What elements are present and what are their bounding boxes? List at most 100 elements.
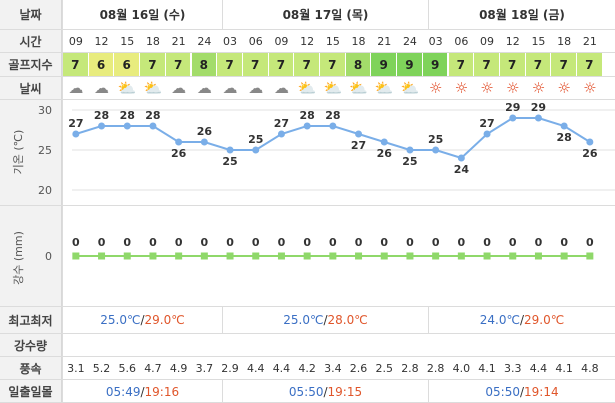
day-3-sunrise: 05:50 bbox=[485, 384, 520, 399]
golf-index-cell: 7 bbox=[242, 53, 269, 76]
rain-data-label: 0 bbox=[535, 236, 543, 249]
temp-point bbox=[277, 130, 285, 138]
temp-data-label: 26 bbox=[377, 147, 393, 160]
rain-data-label: 0 bbox=[432, 236, 440, 249]
temp-data-label: 25 bbox=[402, 155, 417, 168]
row-label-time: 시간 bbox=[0, 30, 62, 52]
sun-icon: ☼ bbox=[480, 78, 494, 97]
rain-data-label: 0 bbox=[329, 236, 337, 249]
wind-cell: 3.3 bbox=[503, 361, 522, 375]
rain-data-label: 0 bbox=[278, 236, 286, 249]
temp-point bbox=[200, 138, 208, 146]
golf-index-cell: 7 bbox=[474, 53, 500, 76]
golf-index-cell: 7 bbox=[217, 53, 243, 76]
rain-point bbox=[432, 252, 440, 260]
temp-data-label: 29 bbox=[505, 101, 520, 114]
wind-cell: 4.2 bbox=[298, 361, 316, 375]
hilo-separator: / bbox=[323, 313, 328, 327]
rain-data-label: 0 bbox=[303, 236, 311, 249]
temp-point bbox=[457, 154, 465, 162]
time-cell: 12 bbox=[94, 34, 109, 48]
day-2-max: 28.0℃ bbox=[327, 313, 368, 327]
rain-point bbox=[355, 252, 363, 260]
temp-point bbox=[98, 122, 106, 130]
wind-cell: 2.5 bbox=[375, 361, 393, 375]
rain-point bbox=[226, 252, 234, 260]
rain-data-label: 0 bbox=[98, 236, 106, 249]
wind-cell: 4.7 bbox=[144, 361, 162, 375]
time-cell: 03 bbox=[223, 34, 238, 48]
rain-point bbox=[560, 252, 568, 260]
rain-point bbox=[149, 252, 157, 260]
temp-data-label: 25 bbox=[428, 133, 443, 146]
partly-sunny-icon: ⛅ bbox=[323, 78, 343, 97]
temp-point bbox=[123, 122, 131, 130]
wind-cell: 3.4 bbox=[324, 361, 342, 375]
wind-cell: 4.4 bbox=[529, 361, 548, 375]
rain-data-label: 0 bbox=[406, 236, 414, 249]
time-cell: 21 bbox=[582, 34, 597, 48]
day-2-sunset: 19:15 bbox=[327, 384, 363, 399]
time-cell: 12 bbox=[300, 34, 315, 48]
rain-data-label: 0 bbox=[380, 236, 388, 249]
day-2-sun: 05:50/19:15 bbox=[223, 380, 428, 403]
temperature-chart: 기온 (℃) 20 25 30 27 28 28 28 26 26 25 25 27 28 28 27 26 2… bbox=[12, 101, 615, 197]
temp-data-label: 28 bbox=[325, 109, 340, 122]
time-cell: 18 bbox=[557, 34, 572, 48]
row-label-wind: 풍속 bbox=[0, 357, 62, 379]
rain-data-label: 0 bbox=[123, 236, 131, 249]
golf-index-cell: 7 bbox=[525, 53, 552, 76]
temp-point bbox=[560, 122, 568, 130]
rain-point bbox=[380, 252, 388, 260]
sun-icon: ☼ bbox=[531, 78, 546, 97]
day-1-max: 29.0℃ bbox=[144, 313, 185, 327]
day-1-min: 25.0℃ bbox=[100, 313, 141, 327]
temp-data-label: 26 bbox=[197, 125, 213, 138]
cloudy-icon: ☁ bbox=[248, 78, 264, 97]
temp-data-label: 27 bbox=[351, 139, 366, 152]
sun-separator: / bbox=[519, 384, 525, 399]
wind-cell: 2.8 bbox=[426, 361, 445, 375]
row-label-rain-area bbox=[0, 206, 62, 306]
temp-point bbox=[355, 130, 363, 138]
rain-data-label: 0 bbox=[201, 236, 209, 249]
rain-data-label: 0 bbox=[175, 236, 183, 249]
temp-data-label: 28 bbox=[556, 131, 571, 144]
time-cell: 09 bbox=[68, 34, 83, 48]
temp-point bbox=[483, 130, 491, 138]
wind-cell: 4.8 bbox=[581, 361, 599, 375]
rain-point bbox=[586, 252, 594, 260]
golf-index-cell: 8 bbox=[191, 53, 218, 76]
wind-cell: 3.1 bbox=[67, 361, 85, 375]
day-1-sunset: 19:16 bbox=[144, 384, 180, 399]
row-label-precip: 강수량 bbox=[0, 334, 62, 356]
wind-cell: 5.6 bbox=[118, 361, 136, 375]
time-cell: 09 bbox=[480, 34, 495, 48]
sun-icon: ☼ bbox=[506, 78, 520, 97]
golf-index-cell: 7 bbox=[448, 53, 475, 76]
rain-point bbox=[72, 252, 80, 260]
rain-point bbox=[457, 252, 465, 260]
sun-separator: / bbox=[140, 384, 145, 399]
time-cell: 06 bbox=[248, 34, 263, 48]
golf-index-cell: 6 bbox=[88, 53, 115, 76]
cloudy-icon: ☁ bbox=[273, 78, 289, 97]
row-label-hilo: 최고최저 bbox=[0, 307, 62, 333]
day-3-min: 24.0℃ bbox=[479, 313, 520, 327]
rain-data-label: 0 bbox=[355, 236, 363, 249]
golf-index-cell: 7 bbox=[268, 53, 295, 76]
temp-data-label: 28 bbox=[145, 109, 160, 122]
golf-index-cell: 7 bbox=[294, 53, 320, 76]
partly-sunny-icon: ⛅ bbox=[349, 78, 368, 97]
day-2-hilo: 25.0℃/28.0℃ bbox=[223, 307, 428, 333]
wind-cell: 4.1 bbox=[555, 361, 573, 375]
rain-tick-label: 0 bbox=[45, 250, 52, 263]
row-label-temp-area bbox=[0, 100, 62, 205]
time-cell: 24 bbox=[197, 34, 212, 48]
rain-point bbox=[303, 252, 311, 260]
temp-data-label: 27 bbox=[68, 117, 83, 130]
day-1-date: 08월 16일 (수) bbox=[99, 8, 186, 22]
sun-separator: / bbox=[323, 384, 328, 399]
partly-sunny-icon: ⛅ bbox=[297, 78, 317, 97]
